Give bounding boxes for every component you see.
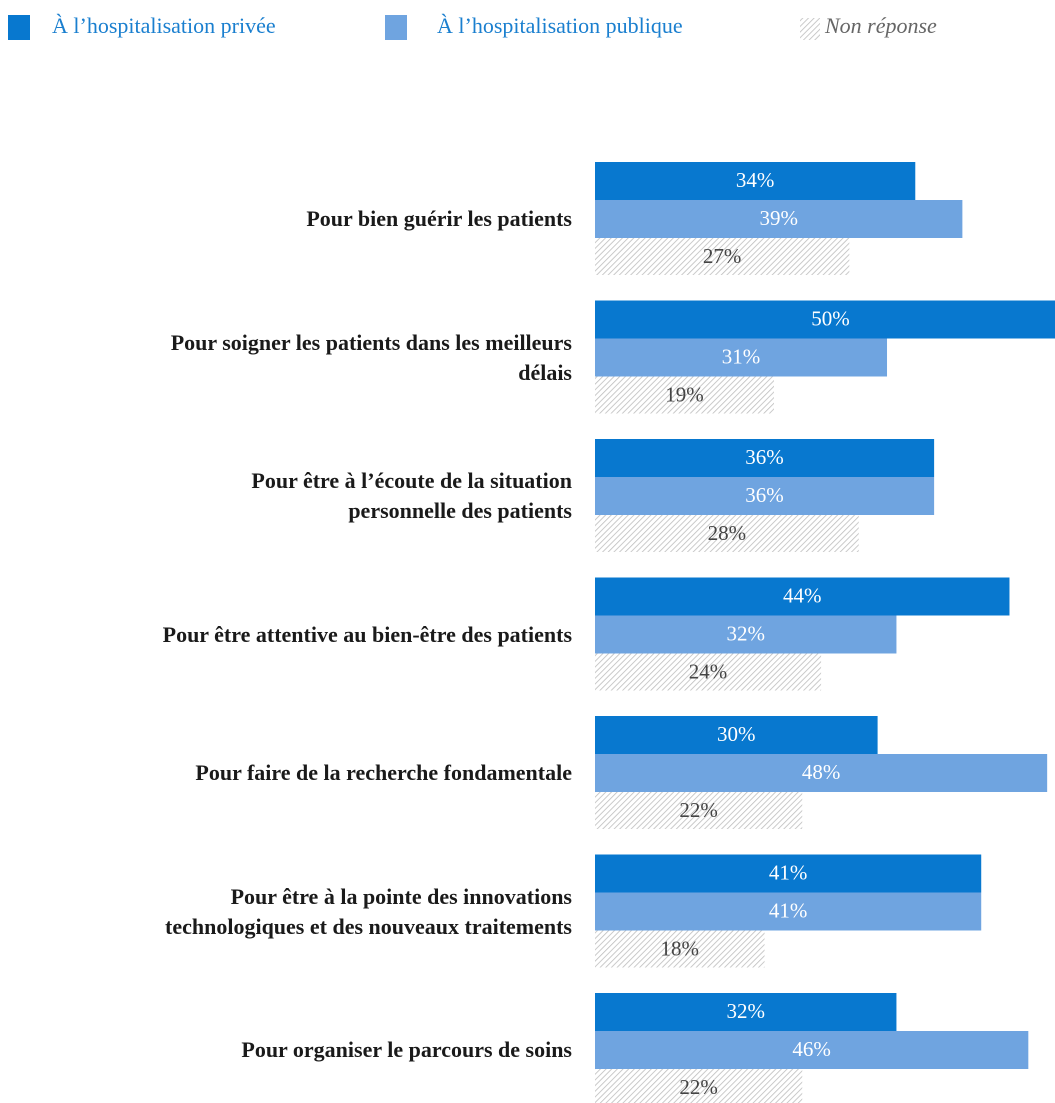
bar (595, 930, 765, 968)
value-label: 19% (665, 382, 704, 406)
value-label: 41% (769, 860, 808, 884)
value-label: 39% (759, 206, 798, 230)
category-label: Pour organiser le parcours de soins (241, 1037, 572, 1062)
value-label: 24% (689, 659, 728, 683)
category-label: Pour bien guérir les patients (306, 206, 572, 231)
bar (595, 300, 1055, 339)
value-label: 27% (703, 244, 742, 268)
bar (595, 993, 897, 1031)
bar (595, 854, 982, 893)
bar (595, 577, 1010, 616)
value-label: 36% (745, 483, 784, 507)
bar (595, 515, 859, 552)
value-label: 46% (792, 1037, 831, 1061)
value-label: 44% (783, 583, 822, 607)
value-label: 30% (717, 722, 756, 746)
bar (595, 892, 982, 931)
value-label: 32% (726, 999, 765, 1023)
bar (595, 238, 850, 275)
bar (595, 716, 878, 754)
bar (595, 200, 963, 238)
legend-label: À l’hospitalisation privée (52, 13, 276, 38)
legend-label: À l’hospitalisation publique (437, 13, 683, 38)
value-label: 31% (722, 344, 761, 368)
value-label: 18% (661, 936, 700, 960)
bar (595, 615, 897, 654)
legend-swatch (385, 15, 407, 40)
value-label: 32% (726, 621, 765, 645)
bar (595, 338, 888, 377)
bar (595, 162, 916, 200)
category-label: Pour être attentive au bien-être des pat… (162, 621, 572, 647)
value-label: 34% (736, 168, 775, 192)
bar (595, 653, 822, 691)
category-label: Pour soigner les patients dans les meill… (170, 329, 572, 385)
value-label: 22% (679, 798, 718, 822)
bar (595, 477, 935, 515)
bar (595, 376, 774, 414)
legend-label: Non réponse (824, 13, 937, 38)
value-label: 22% (679, 1075, 718, 1099)
value-label: 28% (708, 521, 747, 545)
legend-swatch (8, 15, 30, 40)
category-label: Pour être à la pointe des innovations te… (165, 883, 572, 939)
bar (595, 792, 803, 829)
bar (595, 1031, 1029, 1069)
bar (595, 754, 1048, 792)
category-label: Pour être à l’écoute de la situation per… (251, 468, 572, 523)
value-label: 36% (745, 445, 784, 469)
bar (595, 439, 935, 477)
value-label: 48% (802, 760, 841, 784)
category-label: Pour faire de la recherche fondamentale (195, 760, 572, 785)
value-label: 41% (769, 898, 808, 922)
legend-swatch (800, 18, 820, 40)
bar (595, 1069, 803, 1103)
value-label: 50% (811, 306, 850, 330)
